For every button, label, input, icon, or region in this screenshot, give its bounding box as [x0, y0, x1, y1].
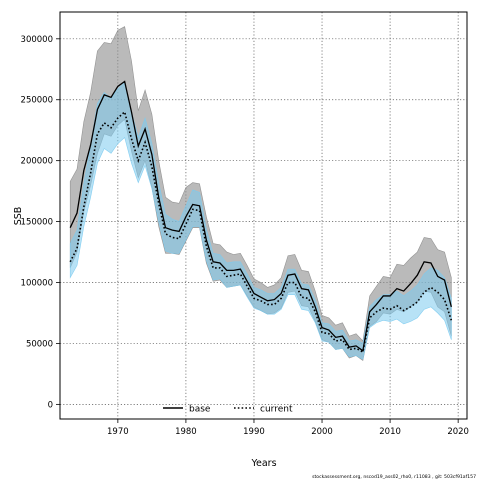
- x-tick-label: 1970: [107, 427, 129, 437]
- x-tick-label: 2000: [311, 427, 333, 437]
- legend: base current: [163, 405, 293, 415]
- y-tick-label: 200000: [21, 157, 53, 167]
- y-tick-label: 100000: [21, 279, 53, 289]
- plot-frame: [59, 11, 468, 420]
- legend-label-base: base: [189, 405, 211, 415]
- y-tick-label: 250000: [21, 96, 53, 106]
- legend-label-current: current: [260, 405, 293, 415]
- confidence-bands: [69, 26, 452, 362]
- footnote: stockassessment.org, nscod19_ass02_rho0,…: [312, 474, 476, 480]
- band-current: [69, 82, 452, 360]
- x-axis-label: Years: [250, 458, 276, 469]
- series-lines: [69, 80, 453, 354]
- y-tick-label: 50000: [26, 339, 53, 349]
- x-tick-label: 2010: [379, 427, 401, 437]
- x-tick-label: 1980: [175, 427, 197, 437]
- line-current: [69, 110, 453, 354]
- y-axis-ticks: 0 50000 100000 150000 200000 250000 300000: [21, 35, 60, 410]
- y-tick-label: 150000: [21, 218, 53, 228]
- y-tick-label: 0: [48, 400, 53, 410]
- x-tick-label: 2020: [447, 427, 469, 437]
- line-base: [69, 80, 452, 352]
- y-axis-label: SSB: [13, 207, 24, 226]
- x-tick-label: 1990: [243, 427, 265, 437]
- y-tick-label: 300000: [21, 35, 53, 45]
- x-axis-ticks: 1970 1980 1990 2000 2010 2020: [107, 419, 469, 437]
